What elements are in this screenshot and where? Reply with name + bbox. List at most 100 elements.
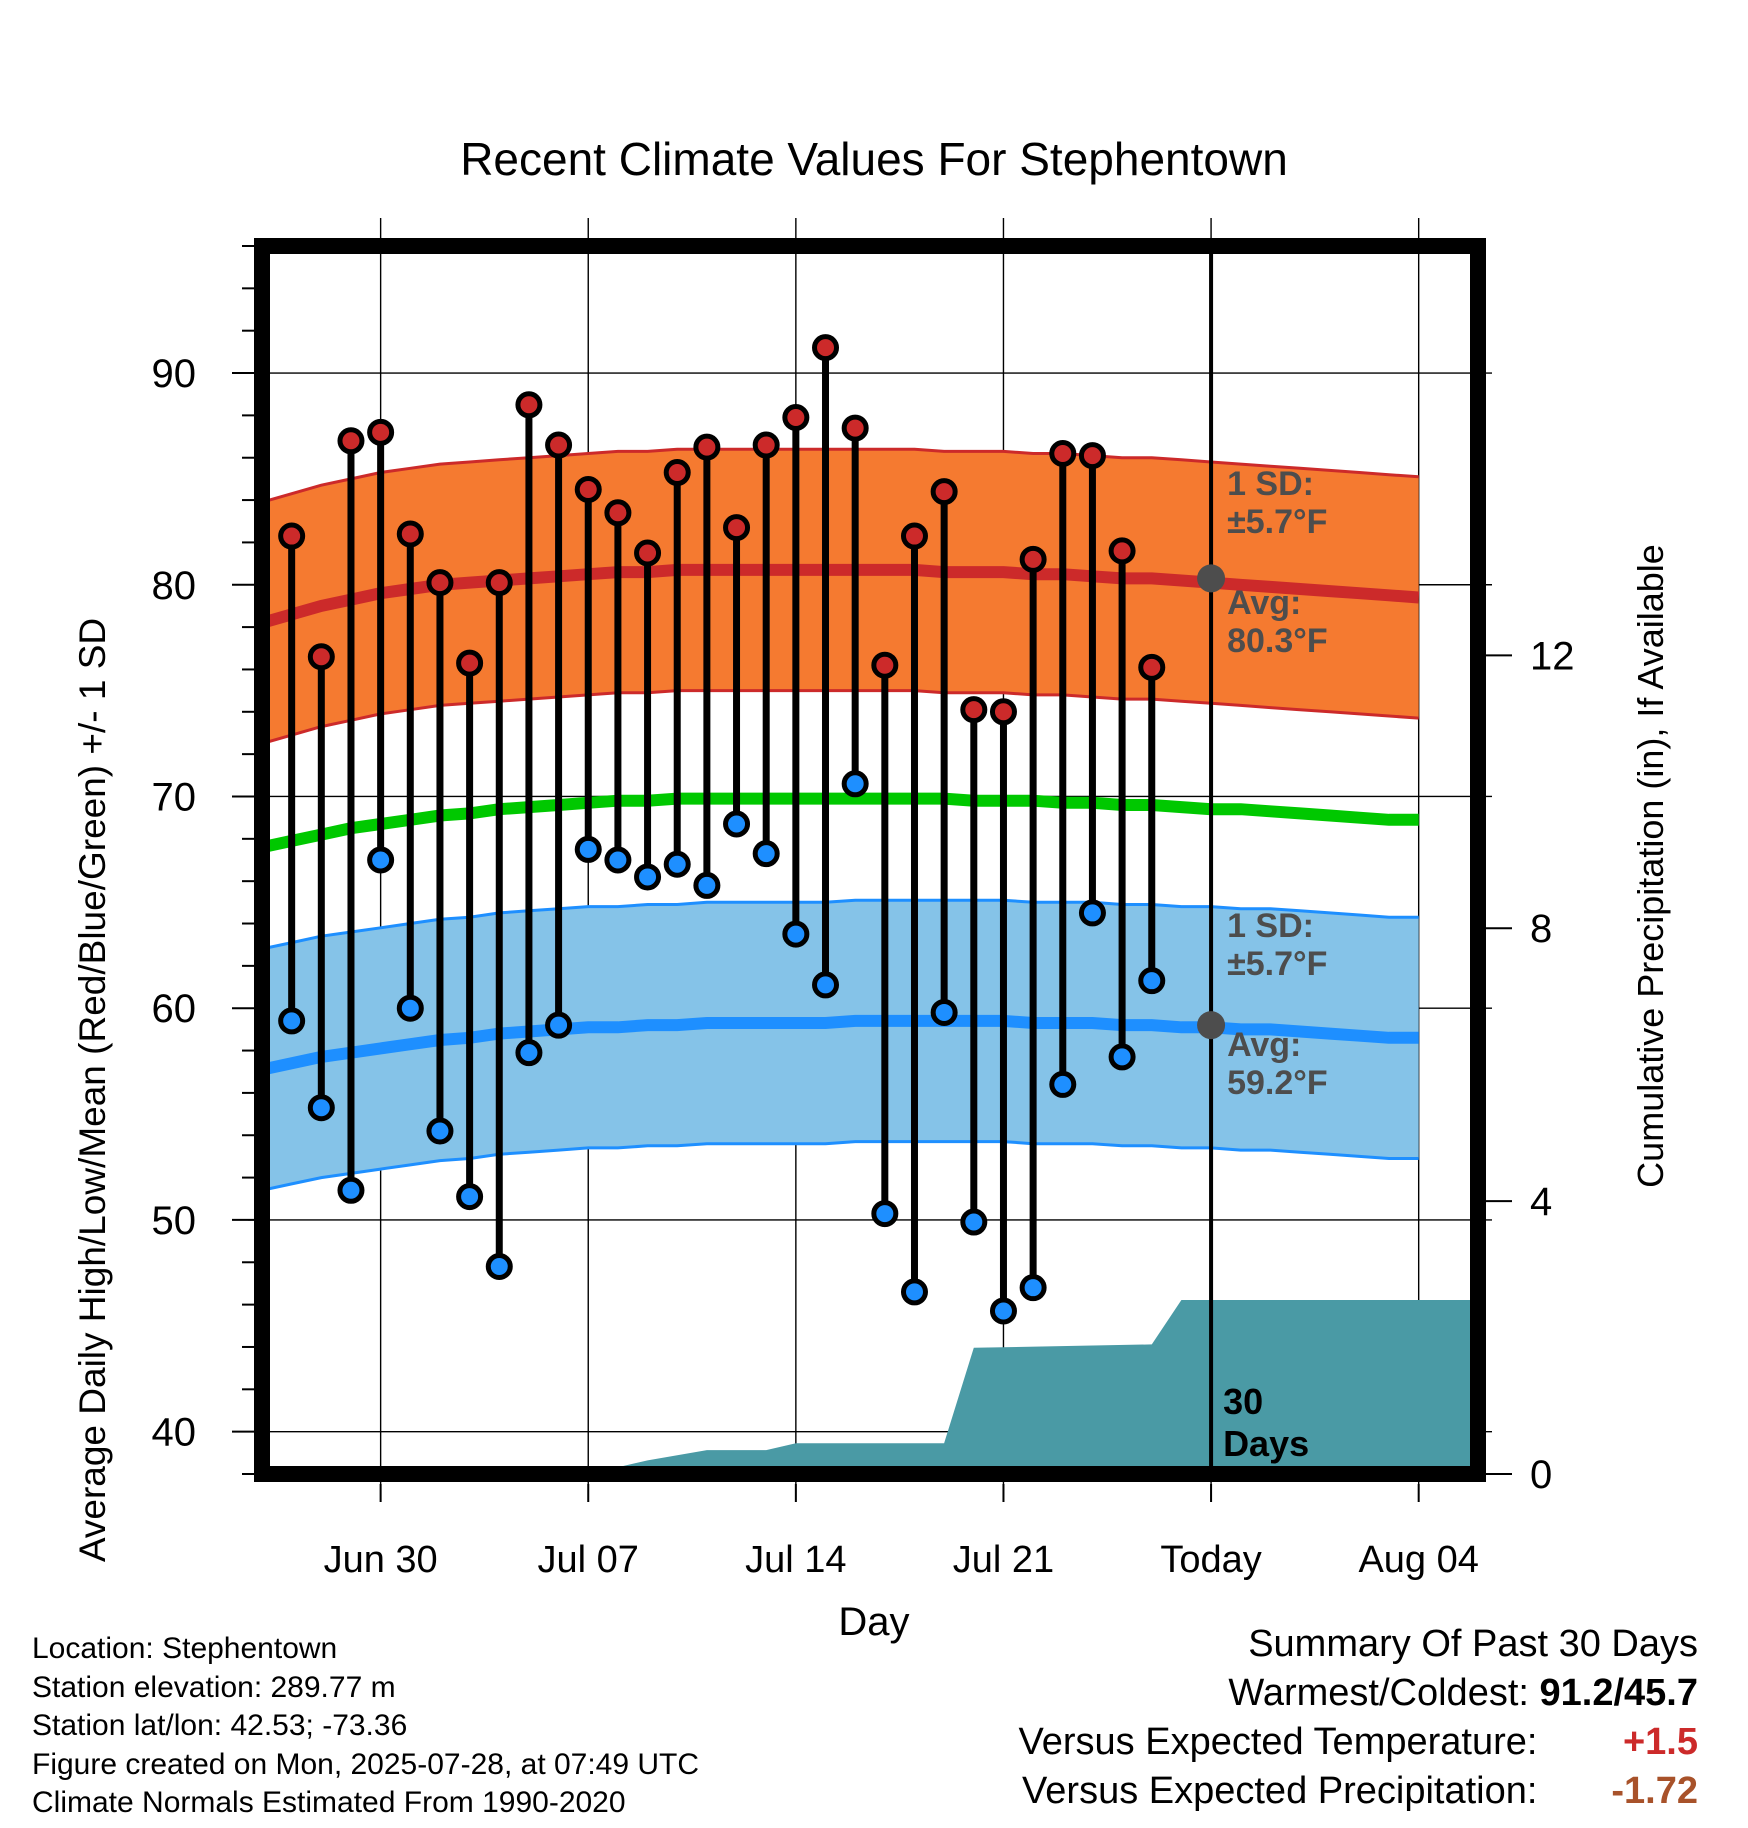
daily-low-point <box>693 871 721 899</box>
daily-high-point <box>485 569 513 597</box>
daily-high-point <box>604 499 632 527</box>
normal-high-band <box>262 449 1419 744</box>
daily-high-point <box>456 649 484 677</box>
station-info: Location: Stephentown Station elevation:… <box>32 1630 699 1823</box>
daily-high-point <box>1138 653 1166 681</box>
daily-high-point <box>1108 537 1136 565</box>
daily-high-point <box>930 478 958 506</box>
y2-tick-label: 0 <box>1530 1453 1552 1497</box>
daily-low-point <box>515 1039 543 1067</box>
normal-high-band-lower-edge <box>262 689 1419 746</box>
daily-low-point <box>1049 1070 1077 1098</box>
daily-high-point <box>752 431 780 459</box>
today-low-avg-marker <box>1197 1011 1226 1040</box>
daily-low-point <box>871 1200 899 1228</box>
precip-area <box>262 1300 1478 1474</box>
daily-low-point <box>1019 1274 1047 1302</box>
daily-low-point <box>604 846 632 874</box>
y2-axis-label: Cumulative Precipitation (in), If Availa… <box>1630 544 1671 1188</box>
y-axis-label: Average Daily High/Low/Mean (Red/Blue/Gr… <box>72 618 113 1562</box>
daily-high-point <box>426 569 454 597</box>
daily-low-point <box>989 1297 1017 1325</box>
daily-low-point <box>456 1183 484 1211</box>
figure-created: Figure created on Mon, 2025-07-28, at 07… <box>32 1747 700 1781</box>
plot-frame <box>254 238 1486 1482</box>
daily-high-point <box>545 431 573 459</box>
high-avg-value: 80.3°F <box>1227 622 1328 660</box>
daily-high-point <box>1049 439 1077 467</box>
daily-low-point <box>574 835 602 863</box>
summary-title: Summary Of Past 30 Days <box>1248 1623 1698 1665</box>
daily-low-point <box>1078 899 1106 927</box>
station-latlon: Station lat/lon: 42.53; -73.36 <box>32 1709 408 1742</box>
daily-low-point <box>396 994 424 1022</box>
daily-high-point <box>515 391 543 419</box>
station-elevation: Station elevation: 289.77 m <box>32 1670 396 1704</box>
daily-high-point <box>367 418 395 446</box>
normal-low-line <box>262 1014 1419 1076</box>
low-avg-label: Avg: <box>1227 1026 1301 1064</box>
daily-low-point <box>752 840 780 868</box>
daily-low-point <box>307 1094 335 1122</box>
low-avg-value: 59.2°F <box>1227 1064 1328 1102</box>
normal-low-band <box>262 900 1419 1191</box>
daily-high-point <box>812 334 840 362</box>
y-tick-label: 40 <box>152 1411 197 1455</box>
daily-low-point <box>1108 1043 1136 1071</box>
x-tick-label: Jul 21 <box>953 1539 1054 1581</box>
daily-high-point <box>960 696 988 724</box>
y-tick-label: 50 <box>152 1199 197 1243</box>
normal-mean-line <box>262 792 1419 854</box>
daily-low-point <box>545 1011 573 1039</box>
daily-low-point <box>1138 967 1166 995</box>
daily-high-point <box>337 427 365 455</box>
daily-low-point <box>960 1208 988 1236</box>
daily-high-point <box>723 514 751 542</box>
y-tick-label: 60 <box>152 987 197 1031</box>
x-tick-label: Today <box>1160 1539 1261 1581</box>
y2-tick-label: 8 <box>1530 907 1552 951</box>
daily-low-point <box>812 971 840 999</box>
window-label-number: 30 <box>1223 1381 1263 1422</box>
temp-label: Versus Expected Temperature: <box>1018 1721 1538 1763</box>
high-sd-value: ±5.7°F <box>1227 503 1327 541</box>
daily-high-point <box>396 520 424 548</box>
chart-title: Recent Climate Values For Stephentown <box>460 133 1288 185</box>
summary-precipitation: Versus Expected Precipitation: -1.72 <box>1019 1767 1698 1816</box>
normal-high-band-upper-edge <box>262 447 1419 504</box>
today-high-avg-marker <box>1197 564 1226 593</box>
daily-high-point <box>693 433 721 461</box>
daily-high-point <box>663 459 691 487</box>
daily-high-point <box>1019 545 1047 573</box>
normal-low-band-lower-edge <box>262 1140 1419 1192</box>
x-tick-label: Jun 30 <box>324 1539 438 1581</box>
summary-extremes: Warmest/Coldest: 91.2/45.7 <box>1019 1669 1698 1718</box>
daily-high-point <box>841 414 869 442</box>
station-location: Location: Stephentown <box>32 1632 338 1665</box>
daily-points <box>278 334 1166 1325</box>
y-tick-label: 80 <box>152 564 197 608</box>
x-tick-label: Jul 14 <box>745 1539 846 1581</box>
x-axis-label: Day <box>838 1600 909 1644</box>
summary-temperature: Versus Expected Temperature: +1.5 <box>1019 1718 1698 1767</box>
high-sd-label: 1 SD: <box>1227 465 1314 503</box>
daily-low-point <box>900 1278 928 1306</box>
clipped-layer <box>262 447 1478 1474</box>
daily-high-point <box>989 698 1017 726</box>
daily-stems <box>288 347 1156 1311</box>
precip-value: -1.72 <box>1611 1770 1698 1812</box>
low-sd-label: 1 SD: <box>1227 907 1314 945</box>
daily-low-point <box>337 1176 365 1204</box>
x-tick-label: Aug 04 <box>1358 1539 1478 1581</box>
extremes-label: Warmest/Coldest: <box>1228 1672 1529 1714</box>
window-label-days: Days <box>1223 1423 1309 1464</box>
daily-low-point <box>426 1117 454 1145</box>
daily-high-point <box>634 539 662 567</box>
low-sd-value: ±5.7°F <box>1227 945 1327 983</box>
y2-tick-label: 4 <box>1530 1180 1552 1224</box>
daily-low-point <box>278 1007 306 1035</box>
summary-panel: Summary Of Past 30 Days Warmest/Coldest:… <box>1019 1620 1698 1816</box>
extremes-value: 91.2/45.7 <box>1539 1672 1698 1714</box>
daily-low-point <box>841 770 869 798</box>
daily-high-point <box>782 403 810 431</box>
